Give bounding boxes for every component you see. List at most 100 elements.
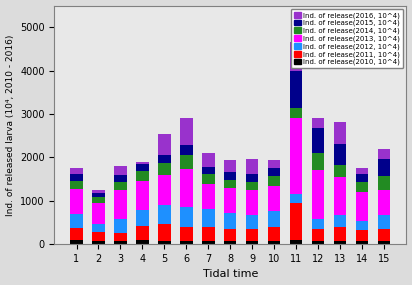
Bar — [115, 241, 126, 244]
Bar — [202, 166, 215, 174]
Bar — [115, 219, 126, 233]
Bar — [225, 229, 236, 241]
Bar — [312, 118, 325, 128]
Bar — [290, 240, 302, 244]
Bar — [92, 241, 105, 244]
Bar — [159, 163, 171, 175]
Bar — [225, 213, 236, 229]
Bar — [136, 164, 149, 171]
Bar — [159, 224, 171, 241]
Bar — [225, 172, 236, 180]
Bar — [225, 188, 236, 213]
Bar — [92, 224, 105, 233]
Bar — [225, 180, 236, 188]
Bar — [159, 241, 171, 244]
Bar — [136, 226, 149, 240]
Bar — [356, 174, 368, 182]
Bar — [335, 215, 346, 227]
Bar — [136, 171, 149, 181]
Bar — [202, 184, 215, 209]
Bar — [180, 155, 192, 169]
Bar — [312, 170, 325, 219]
Bar — [335, 241, 346, 244]
Bar — [202, 227, 215, 241]
Bar — [268, 186, 281, 211]
Bar — [335, 122, 346, 144]
Bar — [335, 177, 346, 215]
Bar — [92, 203, 105, 224]
Bar — [246, 182, 258, 190]
Bar — [290, 118, 302, 194]
Bar — [335, 227, 346, 241]
Bar — [378, 176, 391, 190]
Bar — [378, 241, 391, 244]
Bar — [115, 166, 126, 175]
Bar — [136, 181, 149, 210]
Bar — [70, 214, 82, 228]
Bar — [356, 230, 368, 241]
Bar — [268, 211, 281, 227]
Bar — [70, 189, 82, 214]
X-axis label: Tidal time: Tidal time — [203, 269, 258, 280]
Bar — [312, 229, 325, 241]
Bar — [70, 174, 82, 181]
Bar — [378, 159, 391, 176]
Bar — [136, 240, 149, 244]
Bar — [70, 240, 82, 244]
Bar — [378, 190, 391, 215]
Bar — [312, 219, 325, 229]
Bar — [312, 128, 325, 153]
Bar — [356, 221, 368, 230]
Bar — [268, 241, 281, 244]
Bar — [92, 197, 105, 203]
Y-axis label: Ind. of released larva (10⁴, 2010 - 2016): Ind. of released larva (10⁴, 2010 - 2016… — [5, 34, 14, 215]
Bar — [115, 233, 126, 241]
Bar — [335, 165, 346, 177]
Bar — [378, 229, 391, 241]
Bar — [290, 108, 302, 118]
Bar — [268, 160, 281, 168]
Bar — [115, 182, 126, 190]
Bar — [268, 227, 281, 241]
Bar — [356, 241, 368, 244]
Bar — [202, 209, 215, 227]
Bar — [180, 118, 192, 145]
Bar — [378, 149, 391, 159]
Bar — [115, 190, 126, 219]
Bar — [180, 227, 192, 241]
Bar — [136, 162, 149, 164]
Bar — [290, 203, 302, 240]
Bar — [92, 194, 105, 197]
Bar — [378, 215, 391, 229]
Bar — [115, 175, 126, 182]
Bar — [159, 155, 171, 163]
Bar — [159, 135, 171, 155]
Bar — [180, 207, 192, 227]
Bar — [268, 168, 281, 176]
Bar — [202, 174, 215, 184]
Bar — [312, 241, 325, 244]
Bar — [136, 210, 149, 226]
Bar — [356, 192, 368, 221]
Bar — [268, 176, 281, 186]
Bar — [246, 190, 258, 215]
Bar — [246, 215, 258, 229]
Legend: Ind. of release(2016, 10^4), Ind. of release(2015, 10^4), Ind. of release(2014, : Ind. of release(2016, 10^4), Ind. of rel… — [291, 9, 403, 68]
Bar — [70, 168, 82, 174]
Bar — [312, 153, 325, 170]
Bar — [290, 194, 302, 203]
Bar — [180, 145, 192, 155]
Bar — [335, 144, 346, 165]
Bar — [70, 228, 82, 240]
Bar — [92, 233, 105, 241]
Bar — [225, 241, 236, 244]
Bar — [159, 175, 171, 205]
Bar — [180, 169, 192, 207]
Bar — [246, 229, 258, 241]
Bar — [92, 190, 105, 194]
Bar — [70, 181, 82, 189]
Bar — [246, 241, 258, 244]
Bar — [159, 205, 171, 224]
Bar — [290, 42, 302, 71]
Bar — [246, 159, 258, 174]
